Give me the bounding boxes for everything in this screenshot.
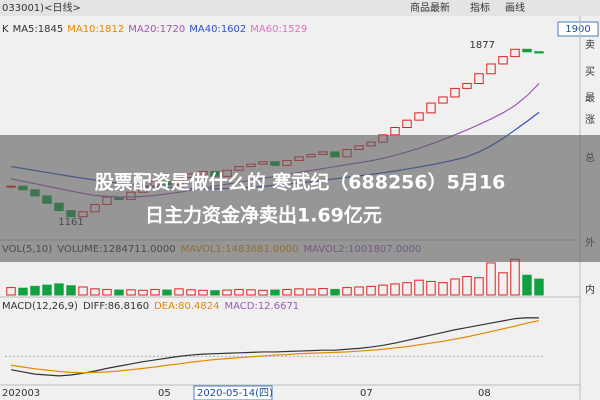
- volume-bar: [426, 280, 436, 296]
- volume-bar: [330, 288, 340, 296]
- volume-bar: [450, 278, 460, 296]
- volume-bar: [522, 274, 532, 296]
- candle: [414, 112, 424, 121]
- annotation: 1877: [470, 40, 495, 51]
- volume-bar: [510, 258, 520, 296]
- candle: [510, 48, 520, 58]
- volume-bar: [378, 284, 388, 296]
- x-label: 05: [158, 388, 171, 399]
- volume-bar: [390, 283, 400, 296]
- legend-item: MA10:1812: [67, 24, 124, 35]
- volume-bar: [414, 279, 424, 296]
- volume-bar: [462, 276, 472, 296]
- legend-item: MA60:1529: [250, 24, 307, 35]
- macd-legend: DEA:80.4824: [154, 301, 219, 312]
- headline-band: [0, 135, 600, 262]
- volume-bar: [498, 272, 508, 296]
- volume-bar: [150, 288, 160, 296]
- volume-bar: [54, 283, 64, 296]
- volume-bar: [402, 282, 412, 296]
- volume-bar: [342, 287, 352, 296]
- volume-bar: [534, 278, 544, 296]
- legend-item: MA40:1602: [189, 24, 246, 35]
- volume-bar: [258, 289, 268, 296]
- candle: [462, 83, 472, 89]
- volume-bar: [66, 285, 76, 296]
- volume-bar: [78, 286, 88, 296]
- volume-bar: [282, 288, 292, 296]
- legend-item: K: [2, 24, 9, 35]
- headline: 股票配资是做什么的 寒武纪（688256）5月16: [95, 171, 506, 194]
- volume-bar: [42, 284, 52, 296]
- candle: [498, 56, 508, 65]
- legend-item: MA5:1845: [13, 24, 64, 35]
- volume-bar: [234, 288, 244, 296]
- x-label: 202003: [2, 388, 40, 399]
- candle: [438, 96, 448, 104]
- x-label: 08: [478, 388, 491, 399]
- volume-bar: [222, 289, 232, 296]
- macd-legend: MACD:12.6671: [224, 301, 299, 312]
- side-label: 最: [585, 92, 595, 104]
- diff-line: [10, 317, 540, 377]
- volume-bar: [246, 289, 256, 296]
- price-box-text: 1900: [565, 24, 590, 35]
- side-label: 卖: [585, 39, 595, 51]
- price-box: [557, 21, 599, 37]
- volume-bar: [30, 285, 40, 296]
- volume-bar: [90, 288, 100, 296]
- volume-bar: [138, 289, 148, 296]
- side-label: 内: [585, 283, 595, 296]
- x-label: 07: [360, 388, 373, 399]
- menu-item[interactable]: 商品最新: [410, 1, 450, 14]
- volume-bar: [174, 288, 184, 296]
- volume-bar: [294, 288, 304, 296]
- volume-bar: [114, 289, 124, 296]
- candle: [402, 119, 412, 129]
- date-box: [193, 385, 273, 400]
- candle: [450, 87, 460, 98]
- volume-bar: [18, 287, 28, 296]
- volume-bar: [318, 288, 328, 296]
- macd-legend: DIFF:86.8160: [83, 301, 149, 312]
- candle: [522, 48, 532, 53]
- x-label: 2020-05-14(四): [197, 388, 273, 399]
- volume-bar: [186, 289, 196, 296]
- side-label: 涨: [585, 114, 595, 126]
- header-code: 033001)<日线>: [2, 1, 81, 14]
- menu-item[interactable]: 指标: [470, 1, 490, 14]
- volume-bar: [486, 262, 496, 296]
- dea-line: [10, 320, 540, 374]
- headline: 日主力资金净卖出1.69亿元: [145, 204, 382, 227]
- menu-item[interactable]: 画线: [505, 1, 525, 14]
- macd-legend: MACD(12,26,9): [2, 301, 78, 312]
- volume-bar: [354, 286, 364, 296]
- volume-bar: [210, 290, 220, 296]
- candle: [390, 127, 400, 136]
- volume-bar: [474, 277, 484, 296]
- volume-bar: [162, 289, 172, 296]
- header-bar: [0, 0, 600, 16]
- volume-bar: [366, 285, 376, 296]
- volume-bar: [438, 282, 448, 296]
- candle: [534, 51, 544, 54]
- legend-item: MA20:1720: [128, 24, 185, 35]
- volume-bar: [198, 289, 208, 296]
- volume-bar: [126, 289, 136, 296]
- volume-bar: [6, 287, 16, 296]
- volume-bar: [270, 289, 280, 296]
- volume-bar: [306, 288, 316, 296]
- candle: [486, 63, 496, 75]
- volume-bar: [102, 288, 112, 296]
- candle: [474, 73, 484, 85]
- candle: [426, 102, 436, 114]
- side-label: 买: [585, 66, 595, 78]
